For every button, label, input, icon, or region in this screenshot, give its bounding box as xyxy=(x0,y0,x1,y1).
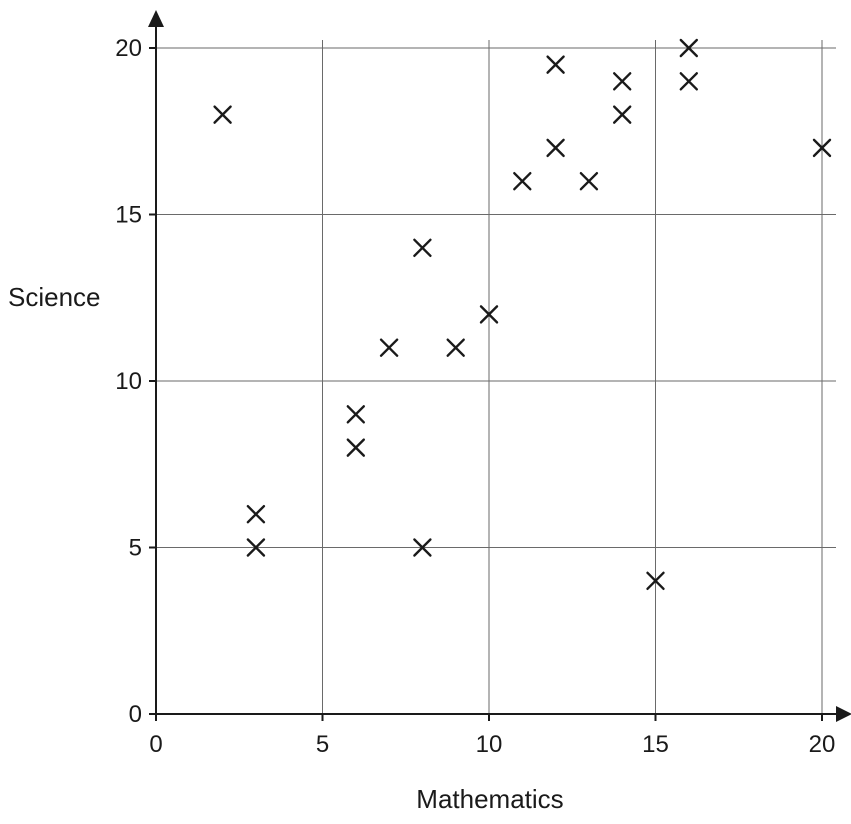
y-tick-label: 15 xyxy=(115,202,142,229)
axes xyxy=(148,10,851,722)
x-tick-label: 5 xyxy=(316,731,329,758)
data-point-x-marker xyxy=(679,72,698,91)
data-point-x-marker xyxy=(246,505,266,524)
y-tick-label: 10 xyxy=(115,368,142,395)
x-axis-label: Mathematics xyxy=(416,784,563,814)
x-tick-label: 20 xyxy=(809,731,836,758)
data-point-x-marker xyxy=(213,105,232,124)
data-point-x-marker xyxy=(246,538,266,557)
y-axis-arrow-icon xyxy=(148,10,164,27)
x-tick-label: 15 xyxy=(642,731,669,758)
data-point-x-marker xyxy=(346,405,365,424)
data-point-x-marker xyxy=(346,438,365,457)
data-point-x-marker xyxy=(479,305,499,324)
data-point-x-marker xyxy=(546,55,565,74)
data-point-x-marker xyxy=(413,238,432,258)
data-point-x-marker xyxy=(613,72,632,91)
data-point-x-marker xyxy=(379,338,399,357)
data-point-x-marker xyxy=(446,338,465,357)
data-point-x-marker xyxy=(679,38,698,58)
data-point-x-marker xyxy=(579,171,599,191)
x-tick-label: 10 xyxy=(476,731,503,758)
data-point-x-marker xyxy=(546,138,565,158)
y-tick-labels: 0 5 10 15 20 xyxy=(115,35,156,728)
data-point-x-marker xyxy=(812,138,832,158)
y-tick-label: 20 xyxy=(115,35,142,62)
data-point-x-marker xyxy=(646,571,665,590)
x-tick-label: 0 xyxy=(149,731,162,758)
x-axis-arrow-icon xyxy=(836,706,851,722)
y-axis-label: Science xyxy=(8,282,101,312)
data-points xyxy=(213,38,832,590)
grid xyxy=(156,40,836,714)
data-point-x-marker xyxy=(513,171,532,191)
y-tick-label: 0 xyxy=(129,701,142,728)
y-tick-label: 5 xyxy=(129,535,142,562)
data-point-x-marker xyxy=(413,538,432,557)
data-point-x-marker xyxy=(613,105,632,124)
x-tick-labels: 0 5 10 15 20 xyxy=(149,714,835,758)
